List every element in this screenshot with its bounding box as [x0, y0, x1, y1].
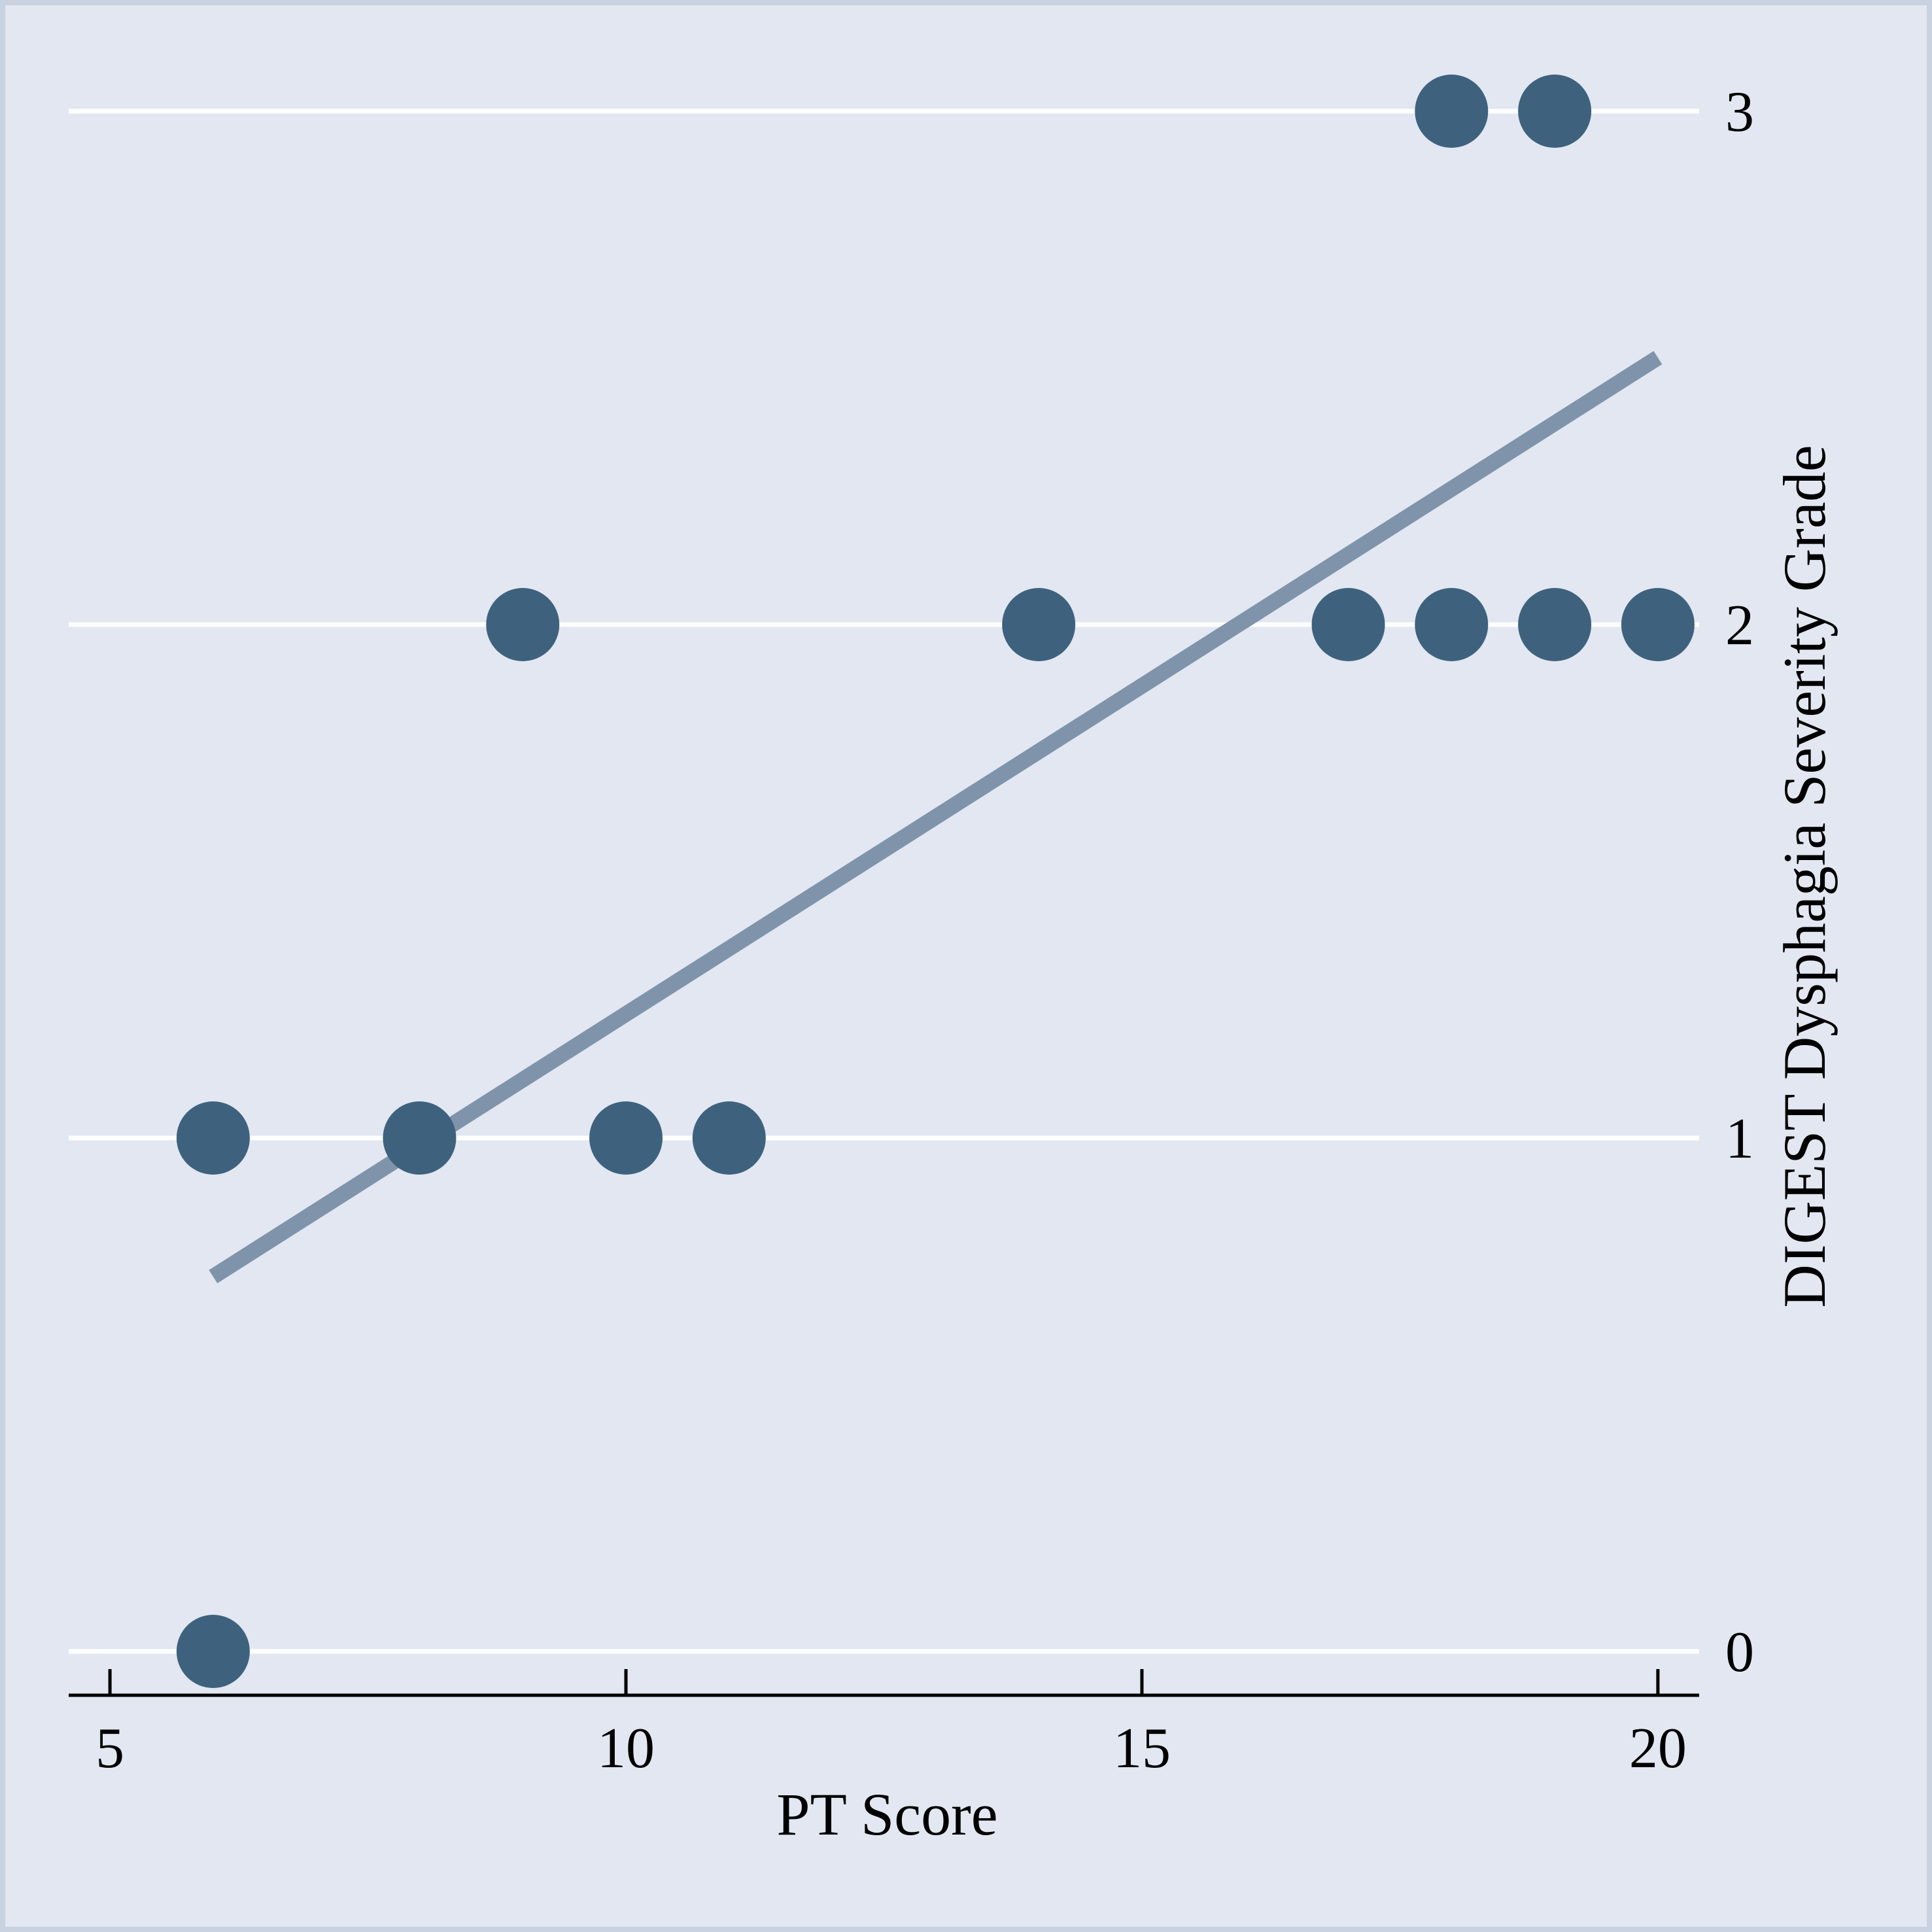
data-point — [1415, 588, 1489, 661]
y-axis-title: DIGEST Dysphagia Severity Grade — [1771, 445, 1838, 1307]
y-axis: 0 1 2 3 — [1725, 80, 1754, 1684]
data-point — [1518, 75, 1592, 148]
data-point — [176, 1101, 250, 1175]
data-point — [176, 1615, 250, 1688]
data-point — [383, 1101, 457, 1175]
data-point — [1621, 588, 1695, 661]
data-point — [1518, 588, 1592, 661]
data-point — [1311, 588, 1385, 661]
x-tick-label: 10 — [597, 1717, 655, 1780]
x-tick-label: 20 — [1629, 1717, 1687, 1780]
x-tick-label: 5 — [95, 1717, 124, 1780]
data-point — [486, 588, 560, 661]
x-axis: 5 10 15 20 — [69, 1669, 1699, 1780]
y-tick-label: 3 — [1725, 80, 1754, 144]
data-point — [1002, 588, 1076, 661]
y-tick-label: 0 — [1725, 1621, 1754, 1684]
fit-line-group — [209, 351, 1663, 1284]
y-tick-label: 1 — [1725, 1107, 1754, 1171]
fit-line — [209, 351, 1663, 1284]
x-axis-title: PT Score — [776, 1781, 997, 1848]
data-point — [589, 1101, 663, 1175]
y-tick-label: 2 — [1725, 594, 1754, 657]
x-tick-label: 15 — [1113, 1717, 1171, 1780]
data-point — [1415, 75, 1489, 148]
data-points — [176, 75, 1695, 1688]
data-point — [692, 1101, 766, 1175]
